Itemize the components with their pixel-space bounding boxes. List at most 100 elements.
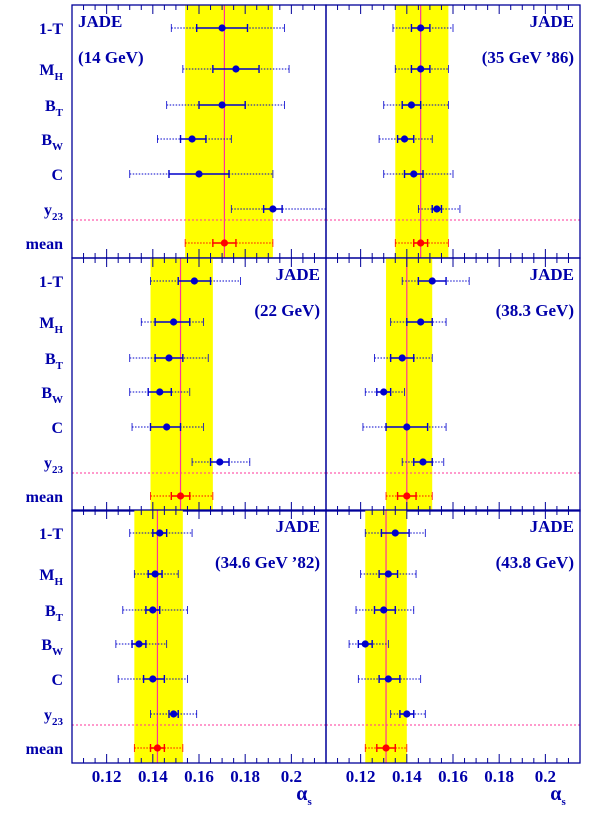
row-label: BT: [45, 603, 64, 624]
panel-2: JADE (35 GeV ’86): [325, 4, 581, 259]
marker: [269, 205, 277, 213]
marker: [170, 710, 178, 718]
marker: [380, 606, 388, 614]
x-tick-label-text: 0.14: [138, 767, 168, 786]
row-label-sub: H: [54, 324, 63, 336]
marker: [170, 318, 178, 326]
row-label: y23: [44, 707, 64, 728]
row-label-main: 1-T: [39, 526, 63, 543]
data-point: [390, 318, 447, 326]
data-point: [383, 101, 449, 109]
data-point: [150, 710, 198, 718]
data-point: [417, 205, 461, 213]
data-point: [133, 570, 179, 578]
marker: [135, 640, 143, 648]
marker: [232, 65, 240, 73]
row-label-main: M: [39, 567, 54, 584]
row-label: C: [51, 167, 63, 184]
data-point: [362, 423, 447, 431]
data-point: [357, 675, 422, 683]
marker: [156, 388, 164, 396]
row-label: mean: [26, 236, 63, 253]
panel-6: JADE (43.8 GeV): [325, 509, 581, 764]
uncertainty-band: [185, 5, 273, 258]
x-axis-label-main: α: [296, 783, 307, 805]
panel-title: JADE: [276, 517, 320, 536]
marker: [391, 529, 399, 537]
marker: [417, 318, 425, 326]
panel-subtitle: (35 GeV ’86): [482, 48, 574, 67]
x-tick-label: 0.16: [438, 767, 468, 786]
row-label-sub: T: [56, 612, 64, 624]
panel-frame: [71, 509, 327, 764]
panel-1: JADE (14 GeV): [71, 4, 327, 259]
panel-title-text: JADE: [276, 517, 320, 536]
data-point: [150, 277, 241, 285]
row-label: MH: [39, 315, 63, 336]
marker: [382, 744, 390, 752]
row-label: C: [51, 420, 63, 437]
x-axis-label-sub: s: [561, 796, 566, 808]
x-tick-label-text: 0.12: [346, 767, 376, 786]
data-point: [182, 65, 290, 73]
uncertainty-band: [134, 510, 183, 763]
data-point: [401, 458, 445, 466]
x-tick-label: 0.12: [92, 767, 122, 786]
data-point: [383, 170, 454, 178]
data-point: [191, 458, 251, 466]
marker: [216, 458, 224, 466]
row-label-main: C: [51, 672, 63, 689]
x-tick-label-text: 0.16: [184, 767, 214, 786]
marker: [218, 24, 226, 32]
marker: [403, 423, 411, 431]
row-label-sub: W: [52, 394, 63, 406]
panel-subtitle: (34.6 GeV ’82): [215, 553, 320, 572]
panel-subtitle-text: (34.6 GeV ’82): [215, 553, 320, 572]
marker: [195, 170, 203, 178]
panel-4: JADE (38.3 GeV): [325, 257, 581, 512]
panel-subtitle-text: (38.3 GeV): [496, 301, 574, 320]
data-point: [364, 529, 426, 537]
row-label-sub: W: [52, 141, 63, 153]
row-label: BW: [41, 637, 63, 658]
panel-title: JADE: [276, 265, 320, 284]
mean-point: [133, 744, 184, 752]
marker: [410, 170, 418, 178]
row-label-sub: 23: [52, 464, 64, 476]
row-label-sub: H: [54, 576, 63, 588]
marker: [417, 24, 425, 32]
row-label-sub: 23: [52, 211, 64, 223]
mean-point: [364, 744, 408, 752]
data-point: [394, 65, 449, 73]
panel-title-text: JADE: [78, 12, 122, 31]
x-tick-label: 0.14: [138, 767, 168, 786]
mean-point: [394, 239, 449, 247]
row-label-main: 1-T: [39, 21, 63, 38]
row-label-main: B: [45, 351, 56, 368]
row-label-main: 1-T: [39, 274, 63, 291]
data-point: [355, 606, 415, 614]
data-point: [117, 675, 188, 683]
data-point: [115, 640, 168, 648]
marker: [433, 205, 441, 213]
data-point: [129, 529, 193, 537]
row-label: mean: [26, 741, 63, 758]
marker: [361, 640, 369, 648]
row-label: mean: [26, 489, 63, 506]
data-point: [348, 640, 389, 648]
data-point: [129, 170, 274, 178]
row-label-sub: 23: [52, 716, 64, 728]
row-label: y23: [44, 202, 64, 223]
row-label-main: B: [41, 385, 52, 402]
x-tick-label: 0.16: [184, 767, 214, 786]
marker: [165, 354, 173, 362]
x-tick-label: 0.18: [484, 767, 514, 786]
x-axis-label: αs: [550, 783, 566, 808]
marker: [190, 277, 198, 285]
x-tick-label: 0.2: [535, 767, 556, 786]
row-label: BT: [45, 351, 64, 372]
mean-point: [184, 239, 274, 247]
panel-title-text: JADE: [530, 517, 574, 536]
x-tick-label: 0.14: [392, 767, 422, 786]
